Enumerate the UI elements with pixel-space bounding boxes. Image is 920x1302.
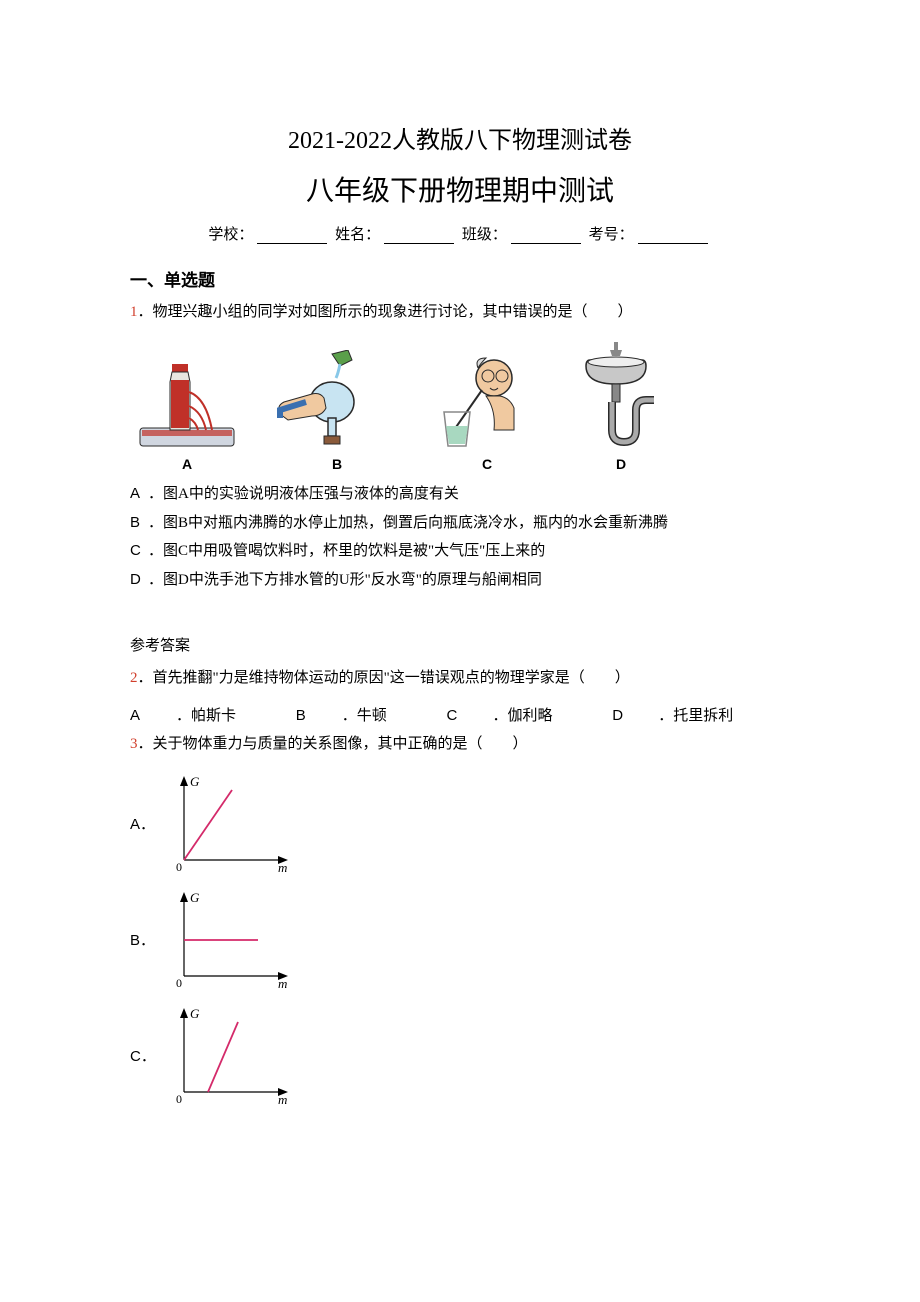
q2-option-d: D．托里拆利 <box>612 708 761 724</box>
q1-figure-labels: A B C D <box>130 456 790 472</box>
answer-key-label: 参考答案 <box>130 634 790 655</box>
student-info-line: 学校： 姓名： 班级： 考号： <box>130 223 790 244</box>
q1-fig-label-b: B <box>276 456 398 472</box>
svg-text:0: 0 <box>176 860 182 874</box>
svg-text:m: m <box>278 1092 287 1106</box>
q1-number: 1 <box>130 304 138 320</box>
q3-option-b-letter: B． <box>130 929 158 950</box>
name-blank <box>384 243 454 244</box>
q3-graph-a-icon: G m 0 <box>166 774 296 874</box>
svg-text:0: 0 <box>176 1092 182 1106</box>
examno-label: 考号： <box>589 227 634 243</box>
q2-number: 2 <box>130 670 138 686</box>
q3-option-a: A． G m 0 <box>130 774 790 874</box>
q2-option-a: A．帕斯卡 <box>130 708 264 724</box>
q3-stem: 3．关于物体重力与质量的关系图像，其中正确的是（ ） <box>130 731 790 758</box>
q1-option-a: A．图A中的实验说明液体压强与液体的高度有关 <box>130 480 790 509</box>
school-label: 学校： <box>208 227 253 243</box>
examno-blank <box>638 243 708 244</box>
q3-graph-b-icon: G m 0 <box>166 890 296 990</box>
school-blank <box>257 243 327 244</box>
q3-option-a-letter: A． <box>130 813 158 834</box>
svg-text:m: m <box>278 976 287 990</box>
q1-fig-c-icon <box>438 350 536 450</box>
svg-text:0: 0 <box>176 976 182 990</box>
name-label: 姓名： <box>335 227 380 243</box>
q3-option-c-letter: C． <box>130 1045 158 1066</box>
q2-options: A．帕斯卡 B．牛顿 C．伽利略 D．托里拆利 <box>130 702 790 731</box>
section-heading: 一、单选题 <box>130 266 790 291</box>
q2-text: ．首先推翻"力是维持物体运动的原因"这一错误观点的物理学家是（ ） <box>138 670 630 686</box>
svg-text:G: G <box>190 1006 200 1021</box>
q1-option-b-text: ．图B中对瓶内沸腾的水停止加热，倒置后向瓶底浇冷水，瓶内的水会重新沸腾 <box>148 515 668 531</box>
q1-text: ．物理兴趣小组的同学对如图所示的现象进行讨论，其中错误的是（ ） <box>138 304 633 320</box>
q1-option-c-text: ．图C中用吸管喝饮料时，杯里的饮料是被"大气压"压上来的 <box>148 543 545 559</box>
q1-option-d-text: ．图D中洗手池下方排水管的U形"反水弯"的原理与船闸相同 <box>148 572 542 588</box>
q1-option-c: C．图C中用吸管喝饮料时，杯里的饮料是被"大气压"压上来的 <box>130 537 790 566</box>
q3-text: ．关于物体重力与质量的关系图像，其中正确的是（ ） <box>138 736 528 752</box>
q2-stem: 2．首先推翻"力是维持物体运动的原因"这一错误观点的物理学家是（ ） <box>130 665 790 692</box>
q1-option-b: B．图B中对瓶内沸腾的水停止加热，倒置后向瓶底浇冷水，瓶内的水会重新沸腾 <box>130 509 790 538</box>
title-sub: 八年级下册物理期中测试 <box>130 169 790 209</box>
q1-option-d: D．图D中洗手池下方排水管的U形"反水弯"的原理与船闸相同 <box>130 566 790 595</box>
q3-option-c: C． G m 0 <box>130 1006 790 1106</box>
svg-text:G: G <box>190 890 200 905</box>
q1-fig-d-icon <box>576 340 666 450</box>
q2-option-b: B．牛顿 <box>296 708 415 724</box>
svg-text:G: G <box>190 774 200 789</box>
q3-option-b: B． G m 0 <box>130 890 790 990</box>
q1-fig-label-a: A <box>138 456 236 472</box>
q3-number: 3 <box>130 736 138 752</box>
q2-option-c: C．伽利略 <box>447 708 581 724</box>
q1-fig-label-d: D <box>576 456 666 472</box>
class-label: 班级： <box>462 227 507 243</box>
q1-fig-a-icon <box>138 358 236 450</box>
class-blank <box>511 243 581 244</box>
q3-graph-c-icon: G m 0 <box>166 1006 296 1106</box>
q1-figures <box>130 340 790 450</box>
q1-fig-label-c: C <box>438 456 536 472</box>
q1-fig-b-icon <box>276 350 398 450</box>
q1-stem: 1．物理兴趣小组的同学对如图所示的现象进行讨论，其中错误的是（ ） <box>130 299 790 326</box>
q1-option-a-text: ．图A中的实验说明液体压强与液体的高度有关 <box>148 486 459 502</box>
svg-text:m: m <box>278 860 287 874</box>
title-main: 2021-2022人教版八下物理测试卷 <box>130 120 790 155</box>
